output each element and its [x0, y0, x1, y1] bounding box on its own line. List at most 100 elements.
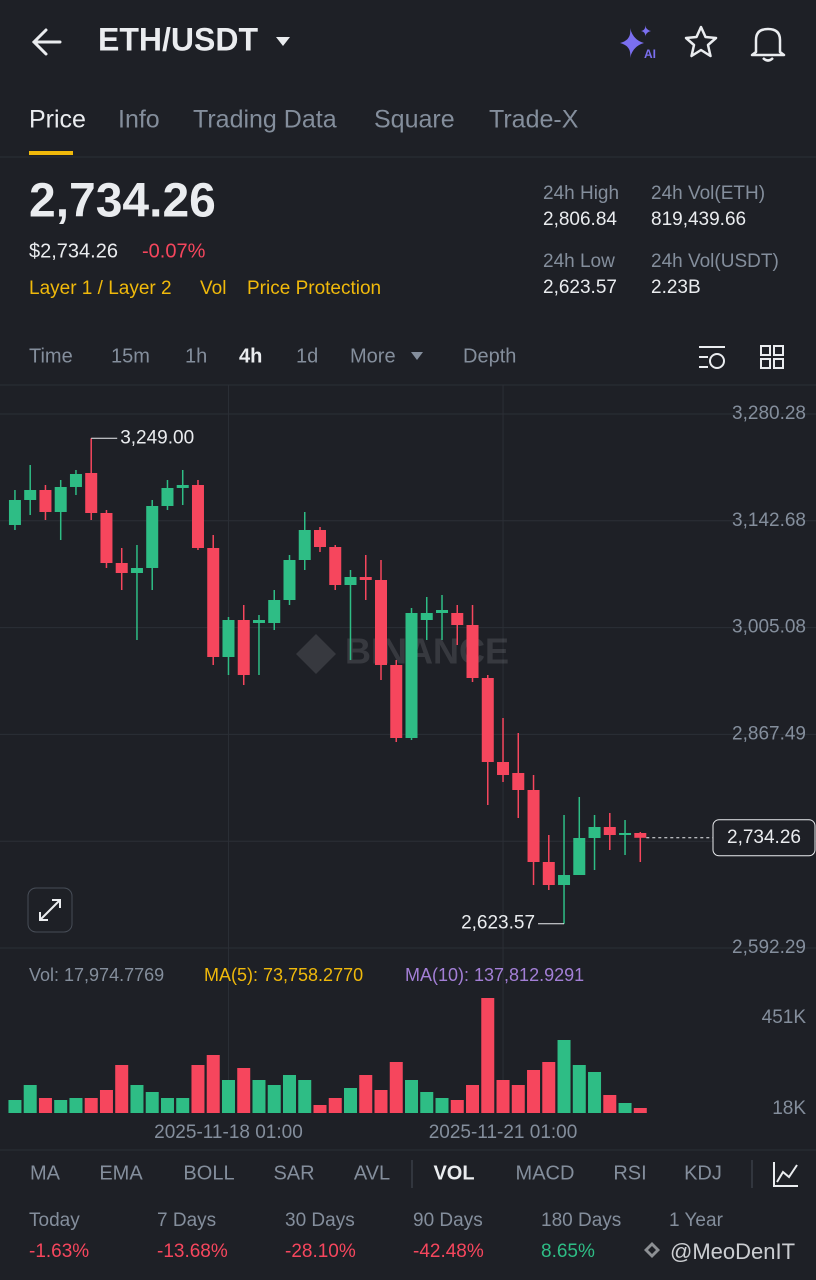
- chart-settings-button[interactable]: [699, 346, 725, 369]
- indicator-tab[interactable]: MA: [30, 1162, 61, 1184]
- candle-body: [313, 529, 326, 548]
- candle-body: [436, 610, 449, 613]
- performance-label: Today: [29, 1210, 80, 1231]
- tag[interactable]: Price Protection: [247, 278, 381, 299]
- candle-body: [39, 489, 52, 512]
- indicator-tab[interactable]: KDJ: [684, 1162, 722, 1184]
- watermark: @MeoDenIT: [670, 1239, 795, 1264]
- candle-body: [283, 560, 296, 600]
- candle-body: [69, 473, 82, 487]
- alert-button[interactable]: [750, 27, 786, 62]
- last-price-box: [712, 819, 816, 857]
- last-price: 2,734.26: [29, 175, 216, 228]
- volume-tick-label: 451K: [762, 1007, 807, 1028]
- volume-bar: [328, 1097, 342, 1113]
- volume-bar: [130, 1084, 144, 1113]
- tab[interactable]: Trading Data: [193, 106, 337, 134]
- performance-label: 7 Days: [157, 1210, 216, 1231]
- volume-bar: [343, 1087, 357, 1113]
- layout-button[interactable]: [760, 345, 784, 369]
- candle-body: [24, 489, 37, 500]
- volume-bar: [99, 1089, 113, 1113]
- indicator-tab[interactable]: AVL: [354, 1162, 390, 1184]
- stat-value: 819,439.66: [651, 209, 746, 230]
- chart-area: 3,280.283,142.683,005.082,867.492,729.89…: [0, 385, 816, 1143]
- interval[interactable]: Depth: [463, 345, 516, 367]
- pair-dropdown[interactable]: [276, 37, 290, 46]
- candle-body: [420, 612, 433, 620]
- indicator-tab[interactable]: VOL: [433, 1162, 474, 1184]
- candle-body: [466, 624, 479, 679]
- indicator-tab[interactable]: MACD: [516, 1162, 575, 1184]
- interval[interactable]: Time: [29, 345, 73, 367]
- volume-bar: [8, 1100, 22, 1113]
- candle-body: [390, 665, 403, 738]
- expand-button[interactable]: [27, 887, 73, 933]
- stat-value: 2,623.57: [543, 277, 617, 298]
- chart-tools-button[interactable]: [773, 1162, 798, 1187]
- volume-bar: [23, 1084, 37, 1113]
- tab[interactable]: Price: [29, 106, 86, 134]
- volume-bar: [542, 1061, 556, 1113]
- pair-title[interactable]: ETH/USDT: [98, 21, 258, 57]
- volume-legend: Vol: 17,974.7769: [29, 965, 164, 985]
- interval[interactable]: 15m: [111, 345, 150, 367]
- back-button[interactable]: [31, 28, 62, 56]
- volume-tick-label: 18K: [772, 1098, 806, 1119]
- volume-bar: [145, 1091, 159, 1113]
- tab-underline: [29, 151, 73, 155]
- favorite-button[interactable]: [684, 25, 718, 58]
- y-tick-label: 2,592.29: [732, 937, 806, 958]
- performance-value: -13.68%: [157, 1241, 228, 1262]
- indicator-tab[interactable]: EMA: [99, 1162, 143, 1184]
- candle-body: [130, 567, 143, 574]
- volume-bar: [557, 1039, 571, 1113]
- volume-bar: [38, 1097, 52, 1113]
- tab[interactable]: Info: [118, 106, 160, 134]
- indicator-tab[interactable]: SAR: [273, 1162, 314, 1184]
- watermark-logo: [296, 634, 336, 674]
- volume-bar: [633, 1108, 647, 1113]
- volume-bar: [298, 1079, 312, 1113]
- candle-body: [344, 576, 357, 586]
- candle-body: [451, 612, 464, 625]
- indicator-tab[interactable]: RSI: [613, 1162, 646, 1184]
- volume-bar: [282, 1074, 296, 1113]
- volume-bar: [618, 1102, 632, 1113]
- candle-body: [176, 485, 189, 488]
- candle-body: [161, 487, 174, 506]
- tag[interactable]: Vol: [200, 278, 226, 299]
- candle-body: [375, 579, 388, 666]
- candle-body: [497, 761, 510, 775]
- interval[interactable]: 1h: [185, 345, 207, 367]
- indicator-tab[interactable]: BOLL: [183, 1162, 234, 1184]
- candle-body: [100, 512, 113, 563]
- volume-bar: [466, 1084, 480, 1113]
- interval[interactable]: 4h: [239, 345, 262, 367]
- stat-value: 2.23B: [651, 277, 701, 298]
- y-tick-label: 3,142.68: [732, 510, 806, 531]
- volume-bar: [191, 1064, 205, 1113]
- volume-bar: [389, 1061, 403, 1113]
- candle-body: [588, 827, 601, 839]
- volume-bar: [450, 1100, 464, 1113]
- interval[interactable]: 1d: [296, 345, 318, 367]
- candle-body: [329, 547, 342, 586]
- tag[interactable]: Layer 1 / Layer 2: [29, 278, 172, 299]
- volume-bar: [481, 997, 495, 1113]
- stat-value: 2,806.84: [543, 209, 617, 230]
- volume-bar: [54, 1100, 68, 1113]
- tab[interactable]: Trade-X: [489, 106, 579, 134]
- candle-body: [634, 833, 647, 838]
- candle-body: [512, 773, 525, 791]
- candle-body: [298, 529, 311, 561]
- stat-label: 24h Low: [543, 251, 615, 272]
- interval[interactable]: More: [350, 345, 396, 367]
- performance-label: 1 Year: [669, 1210, 724, 1231]
- more-dropdown[interactable]: [411, 352, 423, 360]
- candle-body: [359, 576, 372, 580]
- tab[interactable]: Square: [374, 106, 455, 134]
- ai-button[interactable]: AI: [620, 25, 656, 61]
- y-tick-label: 3,280.28: [732, 403, 806, 424]
